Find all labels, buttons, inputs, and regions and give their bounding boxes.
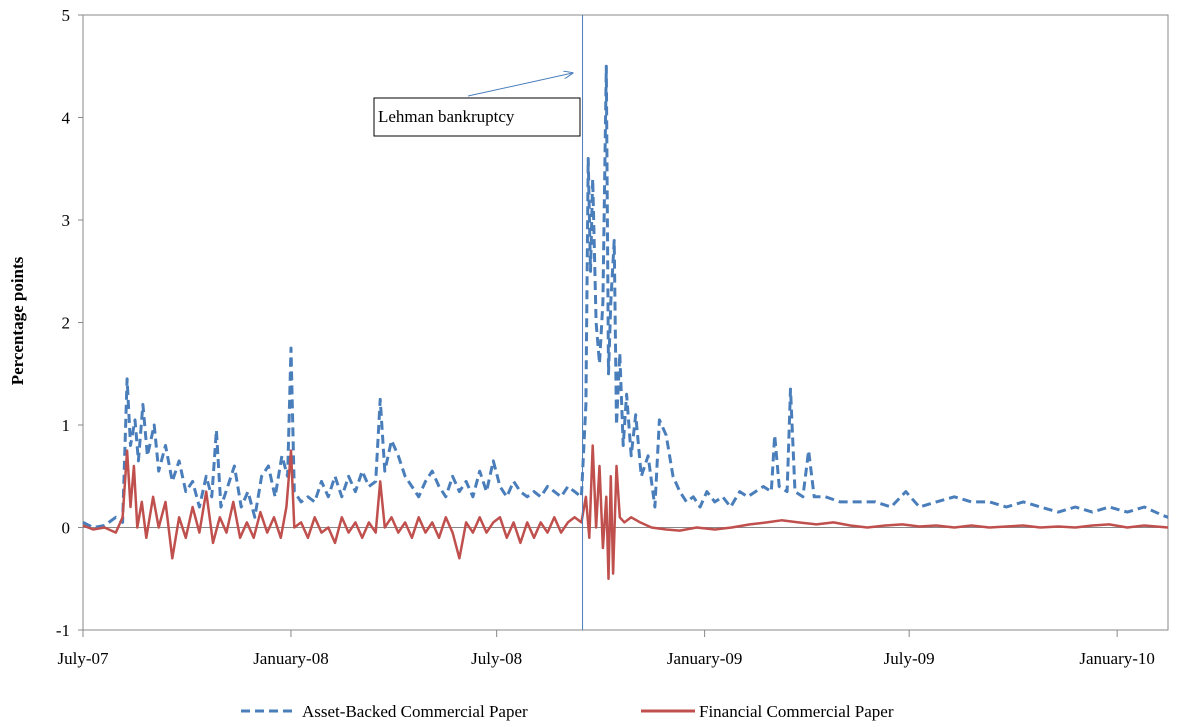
annotation-arrow	[467, 73, 573, 97]
series-line-abcp	[82, 64, 1169, 529]
y-tick-label: 0	[62, 519, 71, 538]
series-line-fcp	[82, 444, 1169, 581]
legend-label-abcp: Asset-Backed Commercial Paper	[302, 702, 528, 721]
series-layer	[82, 64, 1169, 581]
annotation-text: Lehman bankruptcy	[378, 107, 515, 126]
y-axis-label: Percentage points	[8, 256, 27, 385]
annotation-layer: Lehman bankruptcy	[373, 15, 584, 630]
x-tick-label: July-09	[884, 649, 935, 668]
annotation-box	[373, 97, 581, 137]
y-tick-label: -1	[56, 621, 70, 640]
legend-label-fcp: Financial Commercial Paper	[699, 702, 894, 721]
y-tick-label: 3	[62, 211, 71, 230]
x-tick-label: January-09	[667, 649, 743, 668]
legend: Asset-Backed Commercial Paper Financial C…	[241, 702, 894, 721]
x-tick-label: July-07	[58, 649, 110, 668]
y-tick-label: 2	[62, 314, 71, 333]
plot-area	[82, 14, 1169, 631]
plot-border	[82, 14, 1169, 631]
x-axis: July-07 January-08 July-08 January-09 July-0…	[58, 527, 1168, 668]
x-tick-label: July-08	[471, 649, 522, 668]
x-tick-label: January-08	[253, 649, 329, 668]
y-tick-label: 1	[62, 416, 71, 435]
x-tick-label: January-10	[1079, 649, 1155, 668]
y-axis: -1 0 1 2 3 4 5	[56, 6, 83, 640]
y-tick-label: 4	[62, 109, 71, 128]
y-tick-label: 5	[62, 6, 71, 25]
